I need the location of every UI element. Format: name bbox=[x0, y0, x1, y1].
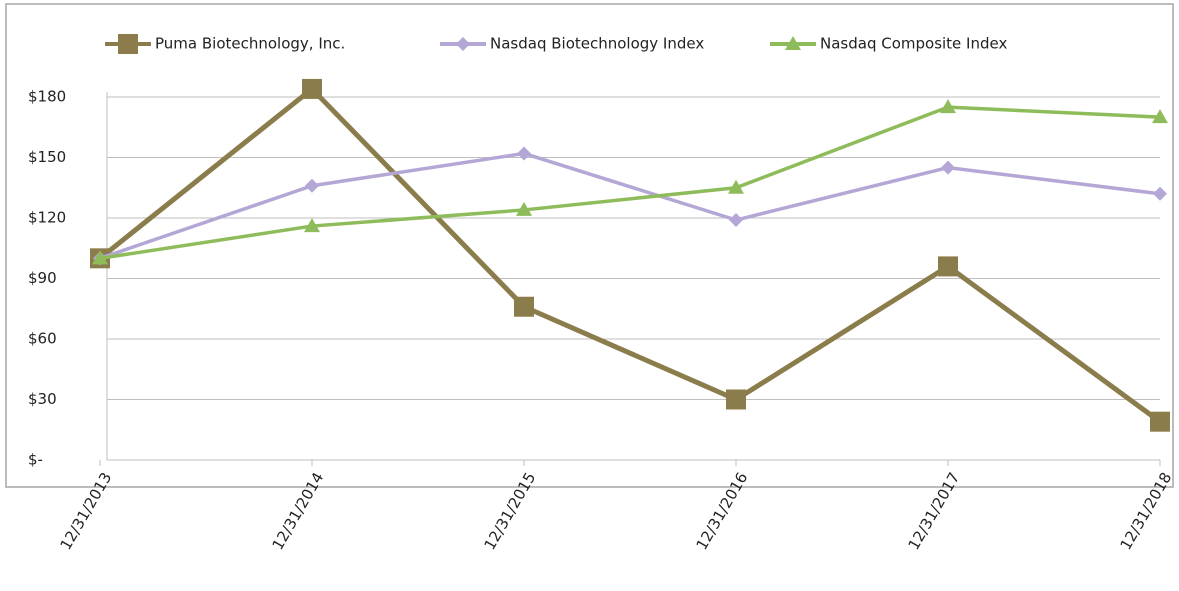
legend-label: Nasdaq Biotechnology Index bbox=[490, 35, 704, 53]
marker bbox=[118, 34, 138, 54]
marker bbox=[726, 389, 746, 410]
legend-label: Puma Biotechnology, Inc. bbox=[155, 35, 345, 53]
marker bbox=[785, 36, 801, 50]
y-tick-label: $30 bbox=[28, 390, 57, 408]
marker bbox=[729, 213, 743, 228]
marker bbox=[1153, 186, 1167, 201]
marker bbox=[1152, 109, 1168, 124]
x-tick-label: 12/31/2015 bbox=[481, 469, 540, 553]
x-tick-label: 12/31/2016 bbox=[693, 469, 752, 553]
marker bbox=[514, 296, 534, 317]
series-line bbox=[99, 151, 1161, 260]
x-tick-label: 12/31/2013 bbox=[57, 469, 116, 553]
series-line bbox=[98, 86, 1162, 424]
y-tick-label: $120 bbox=[28, 209, 66, 227]
y-tick-label: $90 bbox=[28, 269, 57, 287]
marker bbox=[940, 99, 956, 114]
marker bbox=[304, 218, 320, 233]
y-tick-label: $180 bbox=[28, 88, 66, 106]
y-tick-label: $150 bbox=[28, 148, 66, 166]
x-tick-label: 12/31/2018 bbox=[1117, 469, 1176, 553]
marker bbox=[941, 160, 955, 175]
marker bbox=[938, 256, 958, 277]
marker bbox=[1150, 411, 1170, 432]
marker bbox=[305, 178, 319, 193]
series-line bbox=[99, 105, 1161, 261]
legend-label: Nasdaq Composite Index bbox=[820, 35, 1007, 53]
x-tick-label: 12/31/2017 bbox=[905, 469, 964, 553]
marker bbox=[302, 78, 322, 99]
y-tick-label: $- bbox=[28, 451, 43, 469]
x-tick-label: 12/31/2014 bbox=[269, 469, 328, 553]
marker bbox=[92, 250, 108, 265]
marker bbox=[456, 37, 470, 51]
marker bbox=[728, 179, 744, 194]
marker bbox=[516, 201, 532, 216]
marker bbox=[517, 146, 531, 161]
chart-frame bbox=[5, 3, 1174, 488]
y-tick-label: $60 bbox=[28, 330, 57, 348]
